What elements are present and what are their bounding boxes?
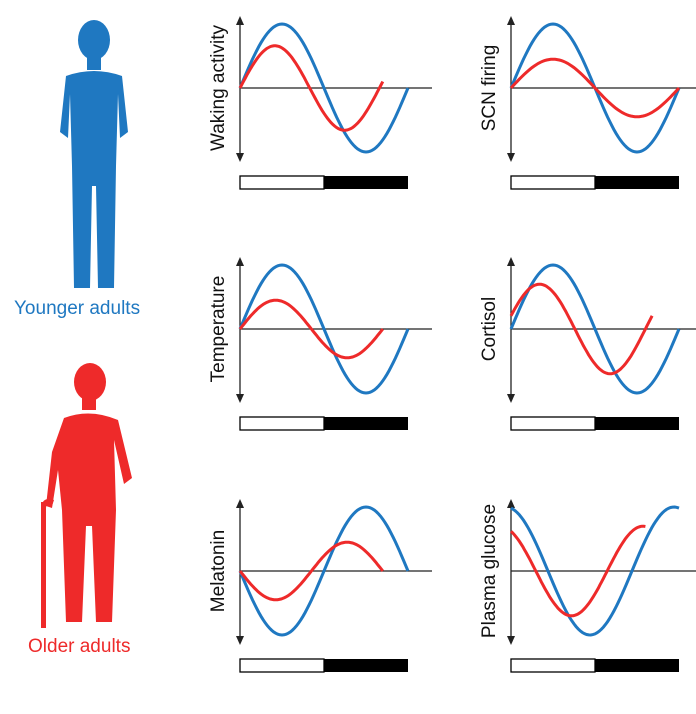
scn-firing-axis-label: SCN firing [479, 44, 500, 132]
y-axis-down-arrow [236, 153, 244, 162]
waking-activity-panel: Waking activity [200, 6, 460, 231]
scn-firing-panel: SCN firing [471, 6, 696, 231]
day-period-bar [239, 416, 325, 431]
night-period-bar [595, 417, 679, 430]
night-period-bar [324, 417, 408, 430]
y-axis-up-arrow [236, 499, 244, 508]
plasma-glucose-panel: Plasma glucose [471, 489, 696, 714]
younger-adults-curve [238, 505, 410, 637]
melatonin-chart [236, 499, 432, 673]
y-axis-up-arrow [507, 16, 515, 25]
temperature-panel: Temperature [200, 247, 460, 472]
younger-adults-curve [509, 263, 681, 395]
circadian-aging-figure: Younger adults Older adults Waking activ… [14, 6, 696, 673]
younger-adults-label: Younger adults [14, 298, 141, 319]
day-period-bar [510, 175, 596, 190]
y-axis-up-arrow [507, 257, 515, 266]
plasma-glucose-chart [507, 499, 696, 673]
melatonin-axis-label: Melatonin [208, 529, 229, 613]
night-period-bar [324, 176, 408, 189]
y-axis-down-arrow [507, 636, 515, 645]
y-axis-up-arrow [236, 16, 244, 25]
waking-activity-chart [236, 16, 432, 190]
y-axis-down-arrow [507, 394, 515, 403]
younger-adults-curve [510, 505, 680, 637]
night-period-bar [595, 176, 679, 189]
y-axis-down-arrow [507, 153, 515, 162]
older-adults-curve [509, 524, 646, 618]
night-period-bar [324, 659, 408, 672]
day-period-bar [510, 416, 596, 431]
plasma-glucose-axis-label: Plasma glucose [479, 503, 500, 639]
older-adults-curve [509, 57, 681, 119]
temperature-axis-label: Temperature [208, 275, 229, 383]
older-adult-with-cane-silhouette-icon [41, 363, 132, 628]
older-adults-curve [509, 282, 654, 376]
y-axis-down-arrow [236, 394, 244, 403]
y-axis-up-arrow [507, 499, 515, 508]
cortisol-chart [507, 257, 696, 431]
temperature-chart [236, 257, 432, 431]
younger-adults-curve [238, 263, 410, 395]
older-adults-curve [238, 540, 384, 602]
older-adults-curve [238, 298, 384, 360]
y-axis-up-arrow [236, 257, 244, 266]
day-period-bar [510, 658, 596, 673]
scn-firing-chart [507, 16, 696, 190]
melatonin-panel: Melatonin [200, 489, 460, 714]
day-period-bar [239, 658, 325, 673]
younger-adults-curve [238, 22, 410, 154]
younger-adult-silhouette-icon [60, 20, 128, 288]
waking-activity-axis-label: Waking activity [208, 25, 229, 151]
y-axis-down-arrow [236, 636, 244, 645]
cortisol-axis-label: Cortisol [479, 296, 500, 362]
cortisol-panel: Cortisol [471, 247, 696, 472]
older-adults-label: Older adults [28, 636, 131, 657]
night-period-bar [595, 659, 679, 672]
day-period-bar [239, 175, 325, 190]
older-adults-curve [238, 44, 385, 132]
